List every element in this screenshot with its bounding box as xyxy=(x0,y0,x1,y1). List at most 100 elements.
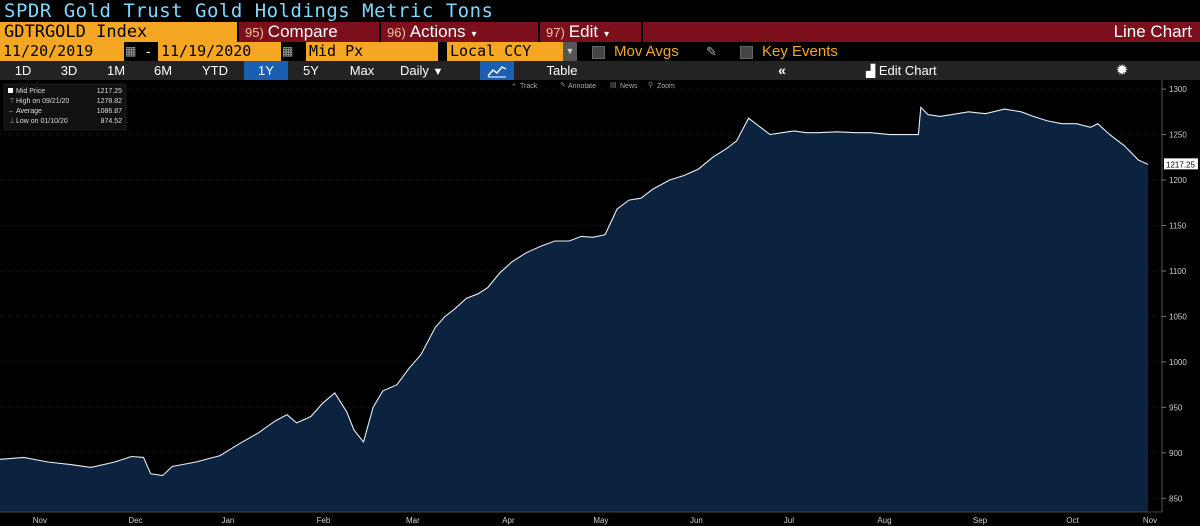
range-1d-button[interactable]: 1D xyxy=(14,63,32,78)
legend-mid-value: 1217.25 xyxy=(97,88,122,95)
toolbar xyxy=(0,61,1200,80)
y-tick-label: 850 xyxy=(1169,494,1183,503)
pencil-icon[interactable]: ✎ xyxy=(706,44,717,59)
edit-chart-button[interactable]: ▟ Edit Chart xyxy=(866,61,986,80)
legend-low-label: Low on 01/10/20 xyxy=(16,118,68,125)
legend-mid-label: Mid Price xyxy=(16,88,45,95)
x-tick-label: Aug xyxy=(877,516,891,525)
key-events-checkbox[interactable] xyxy=(740,46,753,59)
price-field-select[interactable]: Mid Px xyxy=(306,42,438,61)
currency-select[interactable]: Local CCY xyxy=(447,42,563,61)
mov-avgs-label[interactable]: Mov Avgs xyxy=(614,43,679,60)
x-tick-label: Jul xyxy=(784,516,794,525)
x-tick-label: Sep xyxy=(973,516,988,525)
x-tick-label: Nov xyxy=(1143,516,1157,525)
actions-label: Actions xyxy=(409,22,466,41)
last-value-label: 1217.25 xyxy=(1166,160,1195,169)
legend-avg-value: 1086.87 xyxy=(97,108,122,115)
chart-bars-icon: ▟ xyxy=(866,64,876,78)
range-1m-button[interactable]: 1M xyxy=(106,63,126,78)
x-tick-label: Oct xyxy=(1066,516,1079,525)
line-chart-icon[interactable] xyxy=(480,61,514,80)
edit-button[interactable]: 97) Edit ▾ xyxy=(540,22,641,42)
edit-label: Edit xyxy=(568,22,599,41)
x-tick-label: May xyxy=(593,516,608,525)
compare-label: Compare xyxy=(267,22,338,41)
series-area-fill xyxy=(0,107,1148,513)
y-tick-label: 900 xyxy=(1169,449,1183,458)
x-axis-ticks: Nov Dec Jan Feb Mar Apr May Jun Jul Aug Sep Oct Nov xyxy=(0,511,1162,525)
news-tool[interactable]: News xyxy=(620,83,638,90)
y-tick-label: 1200 xyxy=(1169,176,1187,185)
compare-shortcut: 95) xyxy=(245,25,264,40)
y-tick-label: 1000 xyxy=(1169,358,1187,367)
chevron-down-icon[interactable]: ▼ xyxy=(563,42,577,61)
ticker-field[interactable]: GDTRGOLD Index xyxy=(0,22,237,42)
edit-chart-label: Edit Chart xyxy=(878,63,937,78)
x-tick-label: Mar xyxy=(406,516,420,525)
range-5y-button[interactable]: 5Y xyxy=(303,63,319,78)
legend-low-value: 874.52 xyxy=(101,118,123,125)
y-tick-label: 1050 xyxy=(1169,312,1187,321)
range-3d-button[interactable]: 3D xyxy=(60,63,78,78)
edit-shortcut: 97) xyxy=(546,25,565,40)
x-tick-label: Feb xyxy=(317,516,331,525)
x-tick-label: Nov xyxy=(33,516,47,525)
end-date-field[interactable]: 11/19/2020 xyxy=(158,42,281,61)
y-tick-label: 1300 xyxy=(1169,85,1187,94)
annotate-tool[interactable]: Annotate xyxy=(568,83,596,90)
x-tick-label: Apr xyxy=(502,516,515,525)
chart-tools: + Track ✎ Annotate ▤ News ⚲ Zoom xyxy=(512,81,675,90)
range-1y-button[interactable]: 1Y xyxy=(244,61,288,80)
track-tool[interactable]: Track xyxy=(520,83,538,90)
legend-avg-label: Average xyxy=(16,108,42,115)
x-tick-label: Jun xyxy=(690,516,703,525)
legend-high-value: 1278.82 xyxy=(97,98,122,105)
series-line xyxy=(0,106,1149,477)
start-date-field[interactable]: 11/20/2019 xyxy=(0,42,124,61)
window-title: SPDR Gold Trust Gold Holdings Metric Ton… xyxy=(0,0,1200,22)
frequency-select[interactable]: Daily ▼ xyxy=(392,61,472,80)
y-tick-label: 950 xyxy=(1169,403,1183,412)
calendar-icon[interactable]: ▦ xyxy=(125,44,137,58)
legend-high-label: High on 09/21/20 xyxy=(16,98,69,105)
news-icon: ▤ xyxy=(610,82,617,89)
legend-box: Mid Price 1217.25 ⊤ High on 09/21/20 127… xyxy=(3,83,127,131)
actions-shortcut: 96) xyxy=(387,25,406,40)
calendar-icon[interactable]: ▦ xyxy=(282,44,294,58)
chevron-down-icon: ▾ xyxy=(471,29,477,40)
chart-area[interactable]: 850 900 950 1000 1050 1100 1150 1200 1250 1300 No… xyxy=(0,80,1200,526)
key-events-label[interactable]: Key Events xyxy=(762,43,838,60)
crosshair-icon: + xyxy=(512,82,516,89)
y-tick-label: 1250 xyxy=(1169,131,1187,140)
legend-swatch xyxy=(8,88,13,93)
high-marker-icon: ⊤ xyxy=(9,98,15,105)
zoom-tool[interactable]: Zoom xyxy=(657,83,675,90)
y-tick-label: 1150 xyxy=(1169,222,1187,231)
legend-background xyxy=(3,83,127,131)
gear-icon[interactable]: ✹ xyxy=(1115,62,1129,79)
x-tick-label: Dec xyxy=(128,516,142,525)
last-value-badge xyxy=(1164,158,1198,170)
date-separator: - xyxy=(146,43,151,59)
last-value-marker: 1217.25 xyxy=(1164,158,1198,170)
chevron-down-icon: ▾ xyxy=(604,29,610,40)
annotate-icon: ✎ xyxy=(560,82,566,89)
table-button[interactable]: Table xyxy=(546,63,578,78)
y-axis-ticks: 850 900 950 1000 1050 1100 1150 1200 1250 1300 xyxy=(1162,85,1187,503)
y-tick-label: 1100 xyxy=(1169,267,1187,276)
compare-button[interactable]: 95) Compare xyxy=(239,22,379,42)
range-ytd-button[interactable]: YTD xyxy=(202,63,228,78)
range-max-button[interactable]: Max xyxy=(349,63,375,78)
range-6m-button[interactable]: 6M xyxy=(153,63,173,78)
zoom-icon: ⚲ xyxy=(648,81,653,89)
low-marker-icon: ⊥ xyxy=(9,118,15,125)
triangle-down-icon: ▼ xyxy=(432,66,444,78)
mov-avgs-checkbox[interactable] xyxy=(592,46,605,59)
collapse-icon[interactable]: « xyxy=(778,62,786,78)
average-marker-icon: – xyxy=(9,108,13,115)
x-tick-label: Jan xyxy=(221,516,234,525)
frequency-label: Daily xyxy=(400,63,429,78)
actions-button[interactable]: 96) Actions ▾ xyxy=(381,22,538,42)
chart-type-label: Line Chart xyxy=(643,22,1200,42)
